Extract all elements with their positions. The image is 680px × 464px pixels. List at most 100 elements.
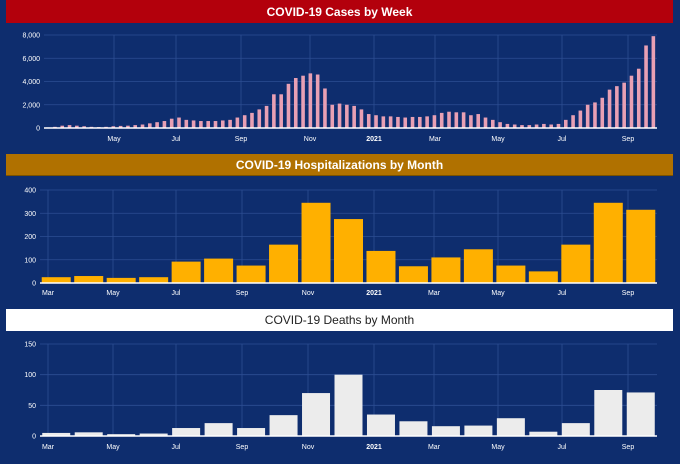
x-tick-label: Sep (235, 136, 248, 143)
bar (177, 117, 181, 128)
bar (75, 125, 79, 128)
bar (561, 244, 591, 283)
bar (74, 276, 104, 283)
bar (491, 119, 495, 128)
bar (439, 112, 444, 128)
y-tick-label: 4,000 (22, 79, 40, 86)
bar (396, 116, 400, 128)
bar (431, 426, 460, 436)
bar (106, 277, 136, 283)
bar (388, 116, 393, 128)
x-tick-label: Sep (622, 290, 635, 297)
x-tick-label: May (106, 444, 120, 451)
bar (337, 103, 342, 128)
bar (496, 265, 526, 283)
bar (301, 202, 331, 283)
x-tick-label: May (106, 290, 120, 297)
y-tick-label: 0 (32, 434, 36, 441)
bar (269, 415, 298, 436)
y-tick-label: 200 (24, 234, 36, 241)
x-tick-label: 2021 (366, 444, 382, 451)
x-tick-label: Mar (428, 290, 441, 297)
bar (593, 102, 597, 128)
x-tick-label: Mar (42, 444, 55, 451)
bar (171, 261, 201, 283)
bar (461, 112, 466, 128)
bar (250, 112, 254, 128)
deaths-chart-title: COVID-19 Deaths by Month (6, 309, 673, 331)
bar (139, 277, 169, 283)
bar (308, 73, 313, 128)
bar (476, 114, 481, 128)
cases-chart: 8,000 6,000 4,000 2,000 0 May Jul Sep Nov 2021 Mar… (22, 33, 657, 143)
y-tick-label: 0 (32, 281, 36, 288)
bar (366, 414, 395, 436)
y-tick-label: 8,000 (22, 33, 40, 40)
bar (293, 78, 298, 128)
bar (242, 115, 247, 128)
bar (279, 94, 283, 128)
x-tick-label: May (107, 136, 121, 143)
bar (520, 125, 524, 128)
bar (126, 125, 130, 128)
bar (257, 109, 262, 128)
bar (527, 125, 532, 128)
bar (425, 116, 429, 128)
bar (133, 125, 138, 128)
bar (42, 432, 71, 436)
bar (644, 45, 648, 128)
y-tick-label: 50 (28, 403, 36, 410)
x-tick-label: Jul (172, 444, 181, 451)
bar (626, 392, 655, 436)
x-tick-label: Jul (172, 290, 181, 297)
bar (403, 117, 408, 128)
bar (366, 250, 396, 283)
y-tick-label: 0 (36, 126, 40, 133)
bar (578, 110, 583, 128)
bar (67, 125, 72, 128)
bar (323, 88, 327, 128)
x-tick-label: May (491, 444, 505, 451)
bar (204, 258, 234, 283)
x-tick-label: 2021 (366, 290, 382, 297)
bar (563, 119, 568, 128)
deaths-chart: 150 100 50 0 Mar May Jul Sep Nov 2021 Mar May Jul Sep (24, 342, 657, 451)
bar (302, 393, 331, 436)
bar (301, 75, 305, 128)
bar (345, 104, 349, 128)
bar (330, 104, 335, 128)
x-tick-label: Jul (558, 444, 567, 451)
bar (399, 421, 428, 436)
x-tick-label: Sep (622, 444, 635, 451)
bar (398, 266, 428, 283)
bar (366, 114, 371, 128)
x-tick-label: May (491, 136, 505, 143)
bar (228, 119, 232, 128)
bar (374, 115, 378, 128)
bar (469, 115, 473, 128)
bar (561, 423, 590, 436)
x-tick-label: Mar (428, 444, 441, 451)
bar (593, 202, 623, 283)
bar (498, 122, 502, 128)
x-tick-label: Nov (302, 444, 315, 451)
bar (594, 390, 623, 436)
bar (651, 36, 656, 128)
bar (139, 433, 168, 436)
x-tick-label: Mar (429, 136, 442, 143)
bar (463, 249, 493, 283)
bar (272, 94, 276, 128)
bar (162, 121, 167, 128)
bar (549, 124, 553, 128)
bar (191, 120, 196, 128)
y-tick-label: 400 (24, 188, 36, 195)
bar (220, 120, 225, 128)
bar (585, 104, 590, 128)
bar (74, 432, 103, 436)
bar (496, 418, 525, 436)
bar (615, 86, 619, 128)
bar (447, 111, 451, 128)
y-tick-label: 100 (24, 372, 36, 379)
hospitalizations-chart: 400 300 200 100 0 Mar May Jul Sep Nov 2021 Mar May Ju… (24, 188, 657, 297)
bar (155, 122, 159, 128)
